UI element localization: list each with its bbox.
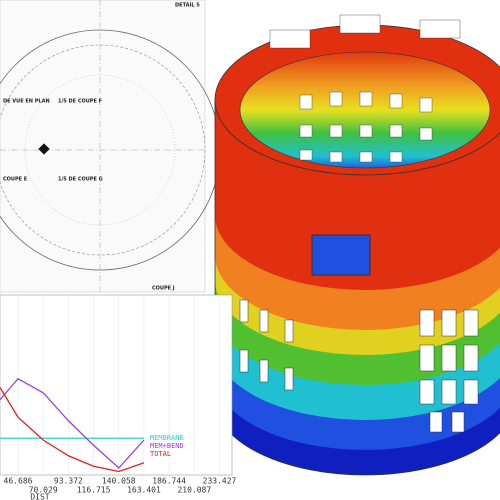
- drawing-label: 1/5 DE COUPE G: [58, 177, 103, 183]
- x-tick-label: 140.058: [102, 477, 136, 486]
- x-tick-label: 233.427: [203, 477, 237, 486]
- series-line: [0, 377, 145, 469]
- fea-render: [214, 14, 500, 476]
- x-tick-label: 210.087: [177, 486, 211, 495]
- x-tick-label: 186.744: [152, 477, 186, 486]
- plan-drawing: DETAIL 5 DE VUE EN PLAN 1/5 DE COUPE F C…: [0, 0, 221, 293]
- legend-label: MEMBRANE: [150, 434, 184, 442]
- x-tick-label: 116.715: [77, 486, 111, 495]
- plot-area: [0, 294, 233, 476]
- x-tick-label: 70.029: [29, 486, 58, 495]
- drawing-label: COUPE J: [152, 286, 175, 292]
- series-line: [0, 387, 145, 473]
- legend-label: MEM+BEND: [150, 442, 184, 450]
- x-tick-label: 46.686: [4, 477, 33, 486]
- x-tick-label: 163.401: [127, 486, 161, 495]
- drawing-label: DE VUE EN PLAN: [3, 99, 50, 105]
- drawing-label: COUPE E: [3, 177, 28, 183]
- x-tick-label: 93.372: [54, 477, 83, 486]
- drawing-label: 1/5 DE COUPE F: [58, 99, 102, 105]
- x-axis-title: DIST: [30, 493, 49, 500]
- legend-label: TOTAL: [150, 450, 171, 458]
- drawing-label: DETAIL 5: [175, 3, 200, 9]
